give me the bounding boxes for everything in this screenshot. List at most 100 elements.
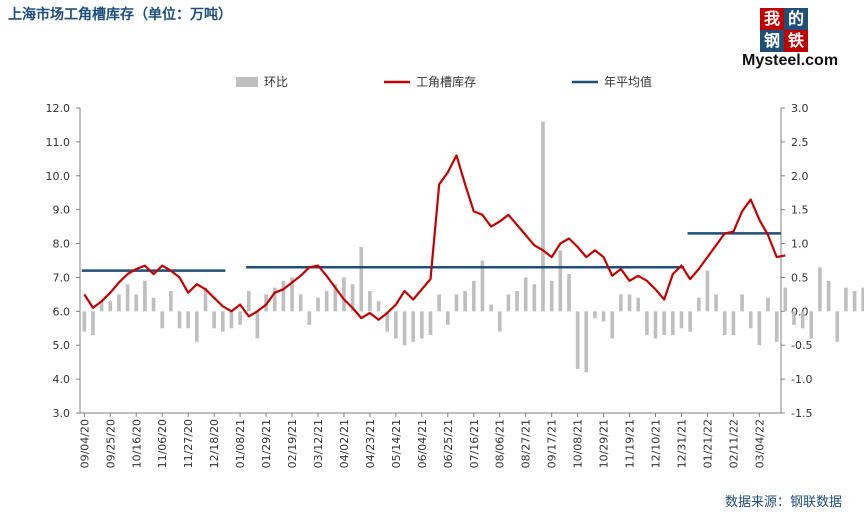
weekly-change-bar xyxy=(705,270,710,312)
x-axis-tick-label: 11/27/20 xyxy=(182,419,195,468)
weekly-change-bar xyxy=(368,291,372,312)
x-axis-tick-label: 11/06/20 xyxy=(156,419,169,468)
left-axis-tick-label: 7.0 xyxy=(53,271,71,284)
weekly-change-bar xyxy=(324,291,329,312)
x-axis-tick-label: 07/16/21 xyxy=(468,419,481,468)
weekly-change-bar xyxy=(601,311,606,322)
x-axis-tick-label: 01/29/21 xyxy=(260,419,273,468)
weekly-change-bar xyxy=(298,294,303,312)
logo-char-1: 我 xyxy=(760,8,784,30)
x-axis-tick-label: 12/10/21 xyxy=(650,419,663,468)
x-axis-tick-label: 08/27/21 xyxy=(520,419,533,468)
weekly-change-bar xyxy=(497,311,502,332)
inventory-line xyxy=(83,154,786,321)
x-axis-tick-label: 03/12/21 xyxy=(312,419,325,468)
weekly-change-bar xyxy=(195,311,199,342)
weekly-change-bar xyxy=(835,311,840,342)
weekly-change-bar xyxy=(169,291,173,312)
weekly-change-bar xyxy=(593,311,597,319)
weekly-change-bar xyxy=(350,284,355,312)
weekly-change-bar xyxy=(757,311,762,346)
x-axis-tick-label: 10/08/21 xyxy=(572,419,585,468)
legend-bar-swatch xyxy=(236,77,258,87)
weekly-change-bar xyxy=(662,311,666,336)
weekly-change-bar xyxy=(792,311,796,325)
weekly-change-bar xyxy=(826,280,831,312)
left-axis-tick-label: 11.0 xyxy=(46,136,71,149)
weekly-change-bar xyxy=(471,280,476,312)
legend-bar-label: 环比 xyxy=(264,75,288,89)
logo-text: Mysteel.com xyxy=(742,52,839,69)
weekly-change-bar xyxy=(523,277,528,312)
weekly-change-bar xyxy=(541,121,545,312)
x-axis-tick-label: 10/16/20 xyxy=(130,419,143,468)
weekly-change-bar xyxy=(402,311,407,346)
weekly-change-bar xyxy=(203,287,208,312)
weekly-change-bar xyxy=(774,311,779,342)
x-axis-tick-label: 08/06/21 xyxy=(494,419,507,468)
weekly-change-bar xyxy=(99,301,104,312)
weekly-change-bar xyxy=(800,311,805,329)
page-title: 上海市场工角槽库存（单位：万吨） xyxy=(8,7,232,23)
weekly-change-bar xyxy=(567,274,571,312)
logo-char-3: 钢 xyxy=(760,30,784,52)
weekly-change-bar xyxy=(636,297,641,312)
weekly-change-bar xyxy=(272,287,277,312)
weekly-change-bar xyxy=(212,311,216,329)
left-axis-tick-label: 10.0 xyxy=(46,170,71,183)
weekly-change-bar xyxy=(134,294,139,312)
x-axis-tick-label: 01/21/22 xyxy=(701,419,714,468)
x-axis-tick-label: 11/19/21 xyxy=(624,419,637,468)
weekly-change-bar xyxy=(575,311,580,369)
weekly-change-bar xyxy=(671,311,675,336)
weekly-change-bar xyxy=(506,294,511,312)
x-axis-tick-label: 12/31/21 xyxy=(675,419,688,468)
x-axis-tick-label: 06/25/21 xyxy=(442,419,455,468)
weekly-change-bar xyxy=(437,294,441,312)
left-axis-tick-label: 8.0 xyxy=(53,238,71,251)
right-axis-tick-label: 3.0 xyxy=(791,102,809,115)
weekly-change-bar xyxy=(714,294,718,312)
weekly-change-bar xyxy=(229,311,234,329)
weekly-change-bar xyxy=(679,311,684,329)
weekly-change-bar xyxy=(255,311,260,339)
left-axis-tick-label: 4.0 xyxy=(53,373,71,386)
weekly-change-bar xyxy=(220,311,225,332)
x-axis-tick-label: 04/23/21 xyxy=(364,419,377,468)
x-axis-tick-label: 10/29/21 xyxy=(598,419,611,468)
mysteel-logo: 我 的 钢 铁 Mysteel.com xyxy=(742,8,854,74)
weekly-change-bar xyxy=(143,280,147,312)
left-axis-tick-label: 9.0 xyxy=(53,204,71,217)
logo-char-4: 铁 xyxy=(784,30,808,52)
right-axis-tick-label: -0.5 xyxy=(791,339,812,352)
weekly-change-bar xyxy=(584,311,589,373)
x-axis-tick-label: 05/14/21 xyxy=(390,419,403,468)
weekly-change-bar xyxy=(307,311,312,325)
x-axis-tick-label: 06/04/21 xyxy=(416,419,429,468)
x-axis-tick-label: 09/25/20 xyxy=(104,419,117,468)
x-axis-tick-label: 03/04/22 xyxy=(753,419,766,468)
weekly-change-bar xyxy=(333,284,338,312)
logo-char-2: 的 xyxy=(784,8,808,30)
weekly-change-bar xyxy=(359,246,364,312)
weekly-change-bar xyxy=(653,311,658,339)
weekly-change-bar xyxy=(688,311,692,332)
weekly-change-bar xyxy=(627,294,632,312)
weekly-change-bar xyxy=(532,284,537,312)
left-axis-tick-label: 12.0 xyxy=(46,102,71,115)
weekly-change-bar xyxy=(186,311,190,329)
weekly-change-bar xyxy=(376,301,381,312)
x-axis-tick-label: 01/08/21 xyxy=(234,419,247,468)
x-axis-tick-label: 12/18/20 xyxy=(208,419,221,468)
weekly-change-bar xyxy=(549,280,554,312)
right-axis-tick-label: -1.0 xyxy=(791,373,812,386)
weekly-change-bar xyxy=(117,294,121,312)
left-axis-tick-label: 6.0 xyxy=(53,305,71,318)
weekly-change-bar xyxy=(610,311,615,339)
weekly-change-bar xyxy=(748,311,753,329)
weekly-change-bar xyxy=(342,277,346,312)
right-axis-tick-label: 0.5 xyxy=(791,271,809,284)
legend-line-label: 工角槽库存 xyxy=(416,74,476,89)
left-axis-tick-label: 3.0 xyxy=(53,407,71,420)
weekly-change-bar xyxy=(428,311,433,336)
